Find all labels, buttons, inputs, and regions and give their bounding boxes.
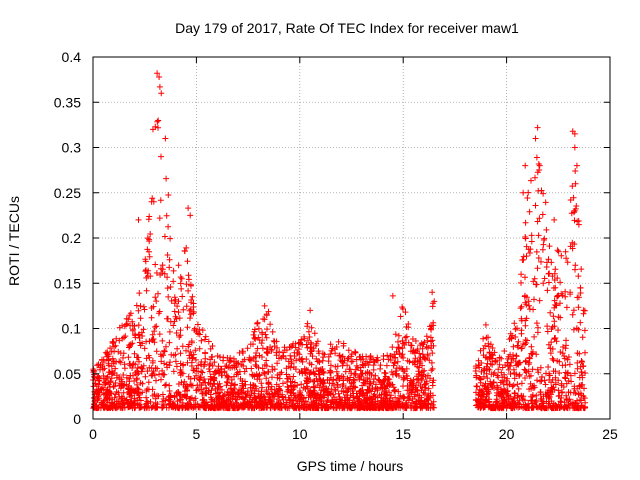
data-point [307, 307, 314, 314]
data-point [571, 130, 578, 137]
data-point [482, 321, 489, 328]
data-point [534, 124, 541, 131]
data-point [522, 162, 529, 169]
data-point [185, 205, 192, 212]
y-tick-label: 0.4 [62, 49, 82, 65]
data-point [261, 302, 268, 309]
data-point [551, 216, 558, 223]
data-point [532, 135, 539, 142]
data-point [187, 212, 194, 219]
scatter-markers [90, 74, 589, 412]
y-tick-label: 0.05 [54, 366, 81, 382]
axes: 0 5 10 15 20 25 0 0.05 0.1 0.15 0.2 0.25 0.3 0.35 0.4 [54, 49, 618, 442]
x-tick-label: 5 [193, 426, 201, 442]
y-tick-label: 0 [73, 411, 81, 427]
x-tick-label: 25 [602, 426, 618, 442]
y-tick-label: 0.1 [62, 321, 82, 337]
data-point [149, 126, 156, 133]
y-tick-label: 0.35 [54, 94, 81, 110]
data-point [389, 292, 396, 299]
x-tick-label: 0 [89, 426, 97, 442]
data-point [571, 144, 578, 151]
data-point [162, 135, 169, 142]
data-point [536, 162, 543, 169]
data-point [520, 189, 527, 196]
data-point [567, 196, 574, 203]
data-point [431, 298, 438, 305]
x-tick-label: 10 [292, 426, 308, 442]
x-tick-label: 20 [499, 426, 515, 442]
y-tick-label: 0.2 [62, 230, 82, 246]
x-tick-label: 15 [395, 426, 411, 442]
data-points [90, 70, 589, 412]
y-tick-label: 0.25 [54, 185, 81, 201]
grid-lines [93, 57, 610, 419]
y-axis-label: ROTI / TECUs [6, 196, 22, 286]
y-tick-label: 0.15 [54, 275, 81, 291]
data-point [154, 70, 161, 77]
data-point [571, 207, 578, 214]
data-point [573, 162, 580, 169]
x-axis-label: GPS time / hours [297, 458, 404, 474]
data-point [429, 289, 436, 296]
chart-title: Day 179 of 2017, Rate Of TEC Index for r… [175, 20, 519, 36]
y-tick-label: 0.3 [62, 140, 82, 156]
data-point [135, 216, 142, 223]
data-point [158, 90, 165, 97]
